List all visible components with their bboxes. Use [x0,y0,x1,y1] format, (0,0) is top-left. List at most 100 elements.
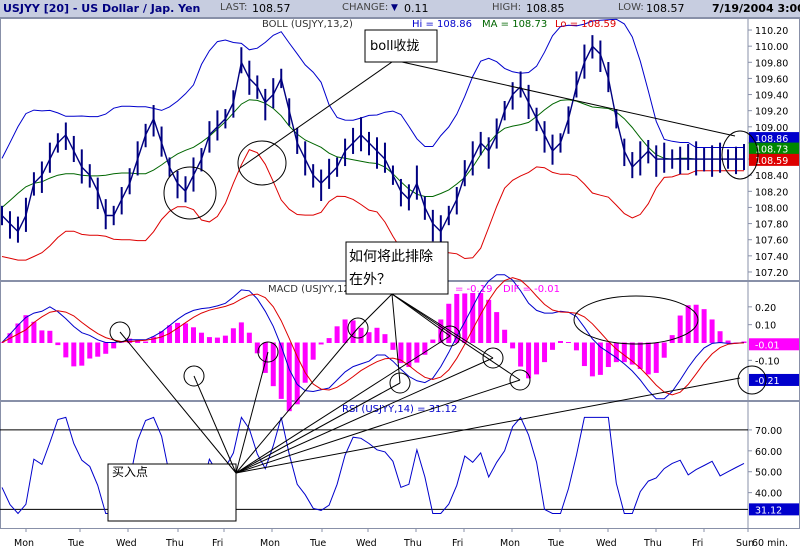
question-callout-text-1: 如何将此排除 [349,249,433,265]
macd-histogram-bar [246,332,252,343]
macd-histogram-bar [621,342,627,363]
day-label: Fri [212,538,223,549]
macd-histogram-bar [550,342,556,350]
price-tick-label: 108.00 [755,203,788,214]
macd-histogram-bar [581,342,587,367]
macd-histogram-bar [127,338,133,343]
crossover-circle [482,347,504,369]
macd-value-tag [749,373,799,386]
macd-panel: MACD (USJYY,12,2 = -0.19 DIF = -0.01 [0,274,747,412]
macd-histogram-bar [270,342,276,387]
macd-histogram-bar [262,342,268,373]
price-tick-label: 108.40 [755,171,788,182]
macd-histogram-bar [430,339,436,343]
macd-histogram-bar [175,322,181,343]
day-label: Wed [596,538,617,549]
macd-histogram-bar [358,327,364,343]
macd-histogram-bar [103,342,109,354]
rsi-tick-label: 40.00 [755,489,782,500]
macd-histogram-bar [613,342,619,363]
last-label: LAST: [220,2,248,13]
macd-histogram-bar [254,342,260,354]
macd-histogram-bar [709,319,715,343]
macd-tick-label: 0.10 [755,321,776,332]
day-label: Mon [14,538,34,549]
macd-histogram-bar [342,319,348,343]
buy-point-callout-line [235,351,269,474]
macd-histogram-bar [486,299,492,343]
price-tick-label: 109.20 [755,107,788,118]
macd-histogram-bar [15,323,21,343]
macd-histogram-bar [446,303,452,343]
macd-histogram-bar [31,321,37,343]
macd-histogram-bar [63,342,69,358]
macd-histogram-bar [494,312,500,343]
macd-histogram-bar [55,342,61,346]
macd-histogram-bar [318,342,324,345]
price-value-tag-label: 108.59 [755,156,788,167]
price-tick-label: 110.20 [755,26,788,37]
last-value: 108.57 [252,2,291,15]
price-tick-label: 107.40 [755,252,788,263]
crossover-circle [389,372,411,394]
question-callout-text-2: 在外？ [349,272,391,288]
question-callout-line [391,293,521,381]
quote-header: USJYY [20] - US Dollar / Jap. Yen LAST: … [0,0,800,18]
band-squeeze-circle [163,166,217,220]
price-tick-label: 109.40 [755,91,788,102]
macd-histogram-bar [414,342,420,363]
question-callout-line [391,293,401,384]
macd-histogram-bar [629,342,635,365]
question-callout-box [345,241,449,295]
macd-histogram-bar [422,342,428,355]
macd-histogram-bar [167,325,173,343]
day-label: Mon [260,538,280,549]
macd-histogram-bar [637,342,643,369]
macd-histogram-bar [741,341,747,343]
macd-histogram-bar [366,332,372,343]
boll-callout-line [239,61,393,169]
macd-histogram-bar [661,342,667,358]
macd-histogram-bar [39,330,45,343]
macd-histogram-bar [326,338,332,343]
macd-histogram-bar [677,315,683,343]
macd-histogram-bar [382,334,388,343]
crossover-circle [109,321,131,343]
price-tick-label: 108.20 [755,187,788,198]
signal-line [1,277,745,396]
buy-point-callout-line [235,357,494,474]
boll-callout-line [401,61,736,137]
macd-histogram-bar [685,305,691,343]
divergence-ellipse [573,295,699,345]
macd-histogram-bar [135,340,141,343]
macd-histogram-bar [47,330,53,343]
macd-histogram-bar [605,342,611,368]
macd-histogram-bar [478,292,484,343]
day-label: Thu [403,538,422,549]
rsi-legend: RSI (USJYY,14) = 31.12 [342,404,457,415]
macd-histogram-bar [222,335,228,343]
macd-histogram-bar [206,337,212,343]
buy-point-callout-line [235,379,521,474]
macd-value-tag-label: -0.01 [755,340,780,351]
crossover-circle [257,341,279,363]
chart-canvas: BOLL (USJYY,13,2) Hi = 108.86 MA = 108.73 L… [0,18,800,549]
rsi-value-tag-label: 31.12 [755,505,782,516]
boll-callout-box [364,29,438,63]
macd-histogram-bar [406,342,412,368]
moving-average-line [1,99,744,208]
price-panel: BOLL (USJYY,13,2) Hi = 108.86 MA = 108.73 L… [1,18,745,261]
buy-point-callout-box [107,463,237,522]
macd-tick-label: 0.20 [755,303,776,314]
crossover-circle [183,365,205,387]
macd-histogram-bar [294,342,300,405]
macd-histogram-bar [334,326,340,343]
macd-histogram-bar [557,341,563,343]
day-label: Fri [692,538,703,549]
macd-histogram-bar [183,323,189,343]
rsi-value-tag [749,503,799,516]
price-value-tag-label: 108.73 [755,145,788,156]
price-tick-label: 110.00 [755,42,788,53]
macd-dif-legend: DIF = -0.01 [503,284,560,295]
